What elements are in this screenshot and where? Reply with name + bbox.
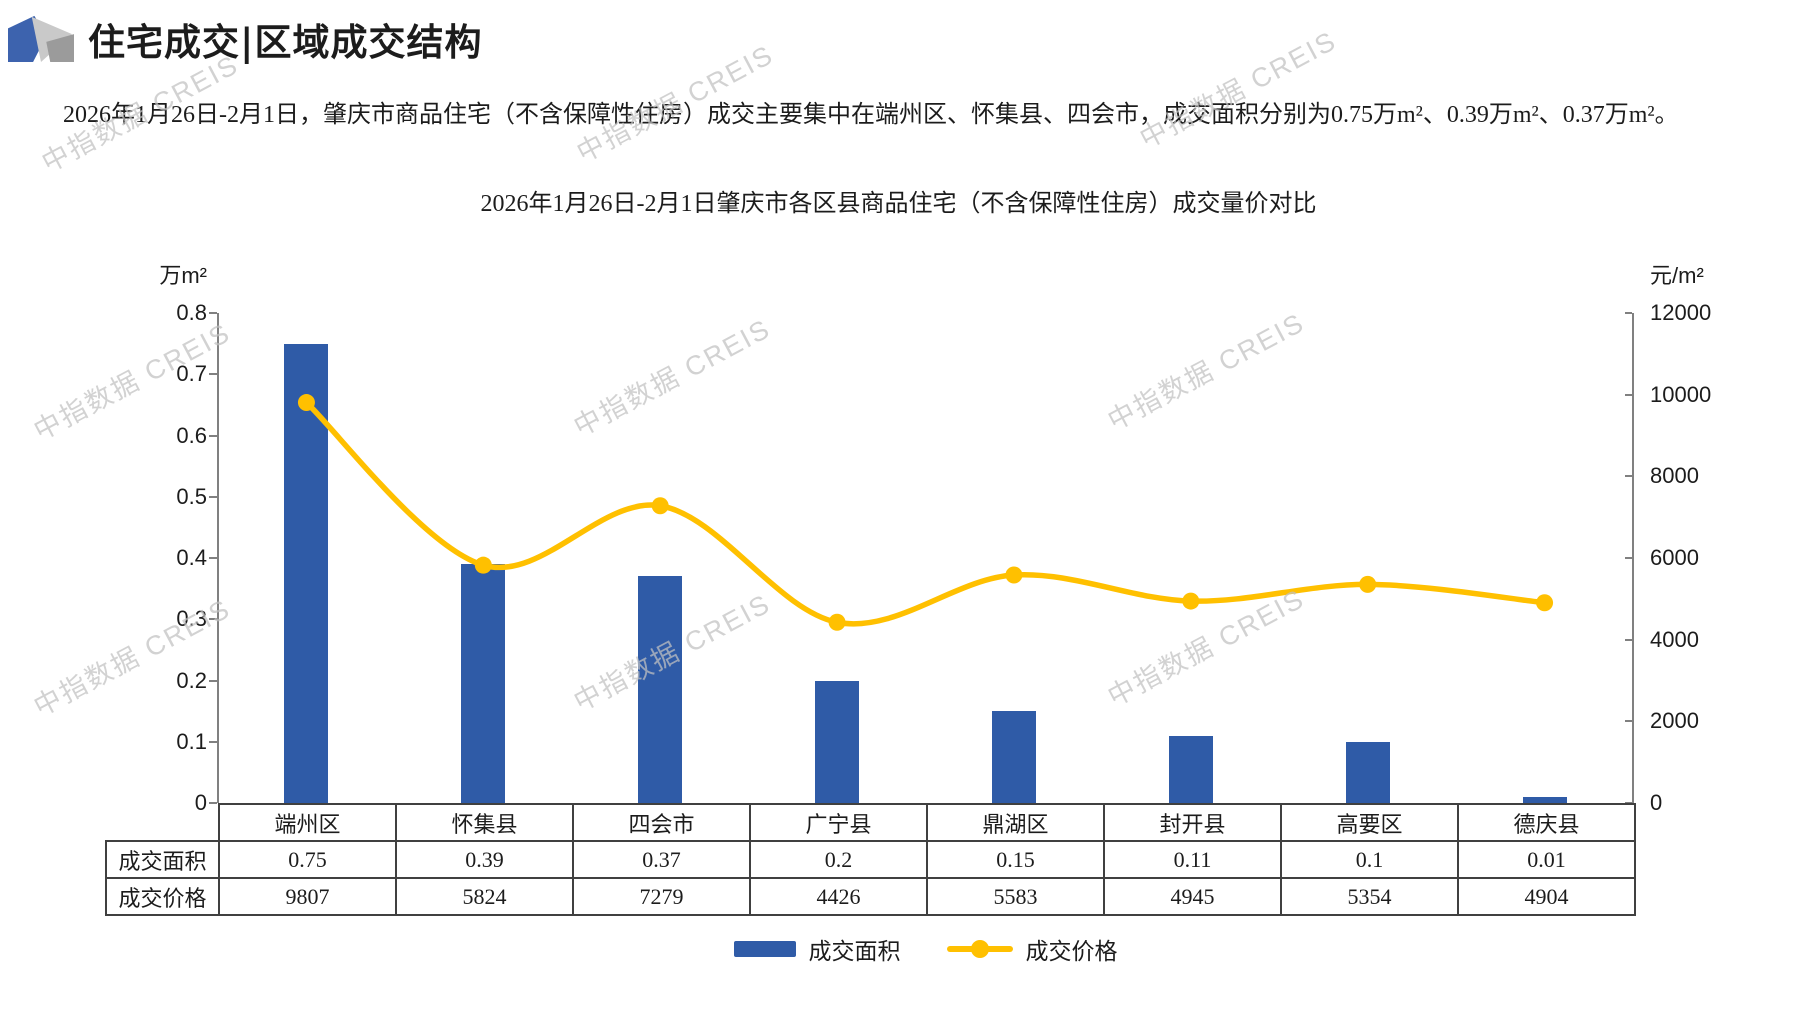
summary-text: 2026年1月26日-2月1日，肇庆市商品住宅（不含保障性住房）成交主要集中在端… — [63, 102, 1679, 128]
table-cell: 4904 — [1457, 877, 1636, 916]
left-axis-tick-label: 0.3 — [176, 606, 207, 632]
table-row: 成交价格 9807 5824 7279 4426 5583 4945 5354 4904 — [105, 877, 1636, 916]
bar-高要区 — [1345, 741, 1390, 803]
table-cell: 0.15 — [926, 840, 1105, 879]
right-axis-tick-label: 2000 — [1650, 708, 1699, 734]
table-cell: 9807 — [218, 877, 397, 916]
bar-怀集县 — [461, 564, 506, 803]
table-cell: 5583 — [926, 877, 1105, 916]
legend-item-area: 成交面积 — [733, 932, 901, 966]
bar-端州区 — [284, 343, 329, 803]
bar-德庆县 — [1522, 796, 1567, 803]
right-axis-tick-mark — [1625, 312, 1632, 314]
left-axis-tick-mark — [209, 495, 217, 498]
right-axis-tick-mark — [1625, 638, 1632, 641]
legend-label: 成交面积 — [808, 939, 901, 964]
right-axis-tick-label: 0 — [1650, 790, 1663, 815]
left-axis-tick-label: 0.4 — [176, 545, 207, 570]
legend-label: 成交价格 — [1025, 939, 1118, 964]
left-axis-line — [217, 313, 219, 803]
table-cell: 0.75 — [218, 840, 397, 879]
row-label: 成交面积 — [105, 840, 220, 879]
left-axis-tick-label: 0.6 — [176, 422, 207, 448]
left-axis-tick-label: 0.8 — [176, 300, 207, 325]
legend-item-price: 成交价格 — [946, 932, 1118, 966]
creis-logo — [8, 14, 74, 62]
column-header: 德庆县 — [1457, 803, 1636, 842]
table-cell: 0.37 — [572, 840, 751, 879]
chart-legend: 成交面积 成交价格 — [218, 930, 1633, 968]
right-axis-line — [1632, 313, 1634, 803]
table-corner-blank — [106, 804, 219, 841]
left-axis-tick-label: 0 — [194, 790, 207, 815]
right-axis-tick-mark — [1625, 393, 1632, 396]
table-cell: 4945 — [1103, 877, 1282, 916]
column-header: 鼎湖区 — [926, 803, 1105, 842]
data-table: 端州区 怀集县 四会市 广宁县 鼎湖区 封开县 高要区 德庆县 成交面积 0.75 0.39 0.37… — [105, 803, 1636, 916]
left-axis-tick-label: 0.7 — [176, 361, 207, 387]
price-line-marker-封开县 — [1182, 592, 1200, 610]
left-axis-tick-mark — [209, 679, 217, 682]
left-axis-tick-label: 0.1 — [176, 728, 207, 754]
table-cell: 0.11 — [1103, 840, 1282, 879]
table-cell: 4426 — [749, 877, 928, 916]
table-header-row: 端州区 怀集县 四会市 广宁县 鼎湖区 封开县 高要区 德庆县 — [106, 803, 1636, 842]
price-line-marker-广宁县 — [828, 613, 846, 631]
right-axis-tick-mark — [1625, 475, 1632, 478]
left-axis-tick-mark — [209, 434, 217, 437]
left-axis-tick-mark — [209, 557, 217, 559]
table-cell: 7279 — [572, 877, 751, 916]
bar-legend-swatch-icon — [733, 941, 796, 957]
column-header: 怀集县 — [395, 803, 574, 842]
line-legend-swatch-icon — [946, 940, 1013, 958]
right-axis-tick-label: 10000 — [1650, 381, 1712, 407]
table-cell: 0.01 — [1457, 840, 1636, 879]
right-axis-tick-label: 4000 — [1650, 626, 1699, 652]
right-axis-tick-mark — [1625, 802, 1632, 804]
table-cell: 0.2 — [749, 840, 928, 879]
left-axis-tick-label: 0.2 — [176, 667, 207, 693]
right-axis-tick-label: 6000 — [1650, 545, 1699, 570]
price-line-marker-四会市 — [651, 497, 669, 515]
price-line-marker-鼎湖区 — [1005, 566, 1023, 584]
right-axis-unit-label: 元/m² — [1650, 263, 1704, 288]
left-axis-unit-label: 万m² — [159, 263, 207, 288]
column-header: 广宁县 — [749, 803, 928, 842]
price-line-marker-高要区 — [1359, 575, 1377, 593]
column-header: 封开县 — [1103, 803, 1282, 842]
table-cell: 0.1 — [1280, 840, 1459, 879]
table-cell: 0.39 — [395, 840, 574, 879]
bar-广宁县 — [815, 680, 860, 803]
left-axis-tick-mark — [209, 740, 217, 743]
right-axis-tick-mark — [1625, 557, 1632, 559]
right-axis-tick-label: 12000 — [1650, 300, 1712, 325]
price-line-marker-德庆县 — [1536, 594, 1554, 612]
left-axis-tick-mark — [209, 373, 217, 376]
left-axis-tick-mark — [209, 312, 217, 314]
left-axis-tick-mark — [209, 802, 217, 804]
chart-title: 2026年1月26日-2月1日肇庆市各区县商品住宅（不含保障性住房）成交量价对比 — [480, 191, 1317, 217]
table-row: 成交面积 0.75 0.39 0.37 0.2 0.15 0.11 0.1 0.01 — [105, 840, 1636, 879]
left-axis-tick-label: 0.5 — [176, 483, 207, 509]
table-cell: 5824 — [395, 877, 574, 916]
bar-封开县 — [1168, 735, 1213, 803]
bar-四会市 — [638, 576, 683, 803]
column-header: 高要区 — [1280, 803, 1459, 842]
page-title: 住宅成交|区域成交结构 — [88, 20, 483, 64]
bar-鼎湖区 — [991, 711, 1036, 803]
right-axis-tick-mark — [1625, 720, 1632, 723]
left-axis-tick-mark — [209, 618, 217, 621]
row-label: 成交价格 — [105, 877, 220, 916]
table-cell: 5354 — [1280, 877, 1459, 916]
column-header: 端州区 — [218, 803, 397, 842]
column-header: 四会市 — [572, 803, 751, 842]
right-axis-tick-label: 8000 — [1650, 463, 1699, 489]
